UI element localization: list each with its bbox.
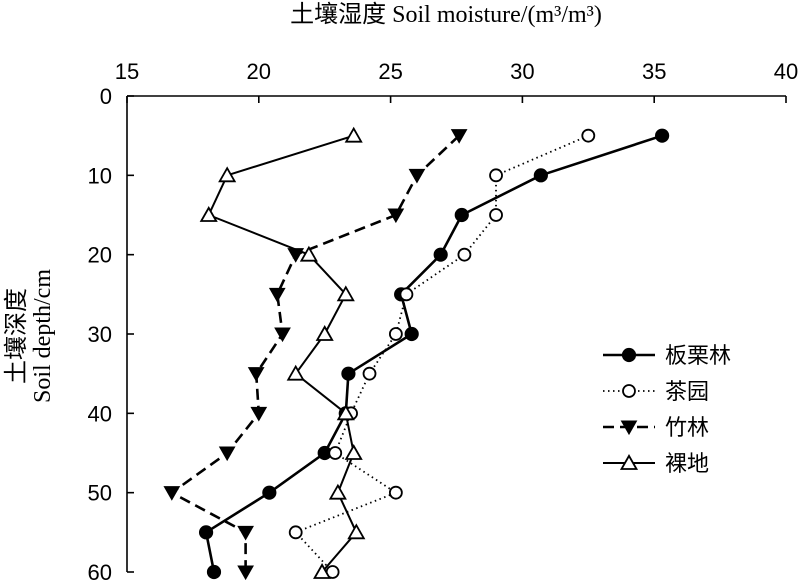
data-point	[313, 563, 332, 579]
data-point	[344, 444, 363, 460]
legend-marker	[622, 384, 636, 398]
x-tick-label: 15	[115, 59, 139, 84]
series-2	[288, 128, 596, 579]
data-point	[341, 366, 356, 381]
data-point	[533, 168, 548, 183]
data-point	[247, 367, 265, 382]
data-point	[315, 325, 334, 341]
data-point	[489, 208, 503, 222]
data-point	[344, 126, 363, 143]
data-point	[336, 285, 355, 302]
data-point	[362, 366, 377, 381]
data-point	[328, 446, 343, 460]
data-point	[388, 485, 403, 500]
x-axis-title: 土壤湿度 Soil moisture/(m³/m³)	[290, 1, 602, 28]
data-point	[199, 206, 218, 222]
legend-marker	[620, 420, 638, 436]
x-tick-label: 40	[774, 59, 798, 84]
data-point	[388, 327, 403, 341]
data-point	[457, 247, 472, 262]
y-tick-label: 30	[88, 322, 112, 347]
legend-item: 茶园	[603, 380, 709, 405]
data-point	[387, 208, 405, 224]
data-point	[237, 525, 254, 541]
legend-item: 竹林	[603, 416, 709, 441]
x-tick-label: 25	[378, 59, 402, 84]
data-point	[274, 327, 291, 343]
data-point	[218, 446, 236, 462]
series-3	[163, 129, 468, 580]
data-point	[237, 565, 254, 580]
data-point	[399, 287, 414, 302]
legend-item: 板栗林	[603, 344, 731, 369]
x-tick-label: 35	[642, 59, 666, 84]
data-point	[450, 129, 468, 144]
data-point	[347, 523, 366, 540]
data-point	[163, 486, 181, 501]
legend-label: 板栗林	[665, 344, 731, 369]
series-line	[294, 134, 589, 573]
y-axis: 0 10 20 30 40 50 60	[88, 84, 134, 580]
series-line	[204, 134, 663, 573]
legend-marker	[621, 347, 637, 363]
data-point	[336, 404, 355, 421]
data-point	[454, 207, 469, 223]
legend-label: 裸地	[665, 452, 709, 477]
data-point	[581, 128, 596, 143]
y-tick-label: 50	[88, 481, 112, 506]
x-axis: 15 20 25 30 35 40	[115, 59, 798, 103]
series-line	[170, 134, 460, 572]
y-axis-title-line2: Soil depth/cm	[30, 269, 56, 403]
legend-item: 裸地	[603, 452, 709, 477]
data-point	[433, 247, 448, 262]
data-point	[489, 168, 503, 183]
y-tick-label: 40	[88, 401, 112, 426]
y-axis-title: 土壤深度 Soil depth/cm	[3, 269, 56, 403]
x-tick-label: 30	[510, 59, 534, 84]
series-4	[199, 126, 366, 579]
legend-marker	[619, 454, 639, 470]
series-1	[198, 128, 670, 580]
data-point	[408, 168, 426, 184]
data-point	[268, 287, 286, 303]
y-tick-label: 10	[88, 163, 112, 188]
x-ticks: 15 20 25 30 35 40	[115, 59, 798, 103]
legend-label: 竹林	[665, 416, 709, 441]
data-point	[218, 166, 237, 183]
legend-label: 茶园	[665, 380, 709, 405]
data-point	[288, 525, 303, 540]
data-point	[206, 564, 222, 580]
plot-area	[163, 126, 670, 580]
data-point	[250, 406, 268, 422]
data-point	[404, 326, 419, 342]
data-point	[262, 485, 277, 500]
x-tick-label: 20	[247, 59, 271, 84]
y-tick-label: 20	[88, 243, 112, 268]
y-tick-label: 60	[88, 560, 112, 580]
data-point	[328, 483, 347, 500]
data-point	[198, 525, 214, 540]
data-point	[299, 245, 318, 262]
series-line	[207, 134, 358, 573]
y-axis-title-line1: 土壤深度	[3, 288, 30, 384]
data-point	[286, 364, 305, 381]
data-point	[655, 128, 670, 143]
y-tick-label: 0	[100, 84, 112, 109]
y-ticks: 0 10 20 30 40 50 60	[88, 84, 134, 580]
